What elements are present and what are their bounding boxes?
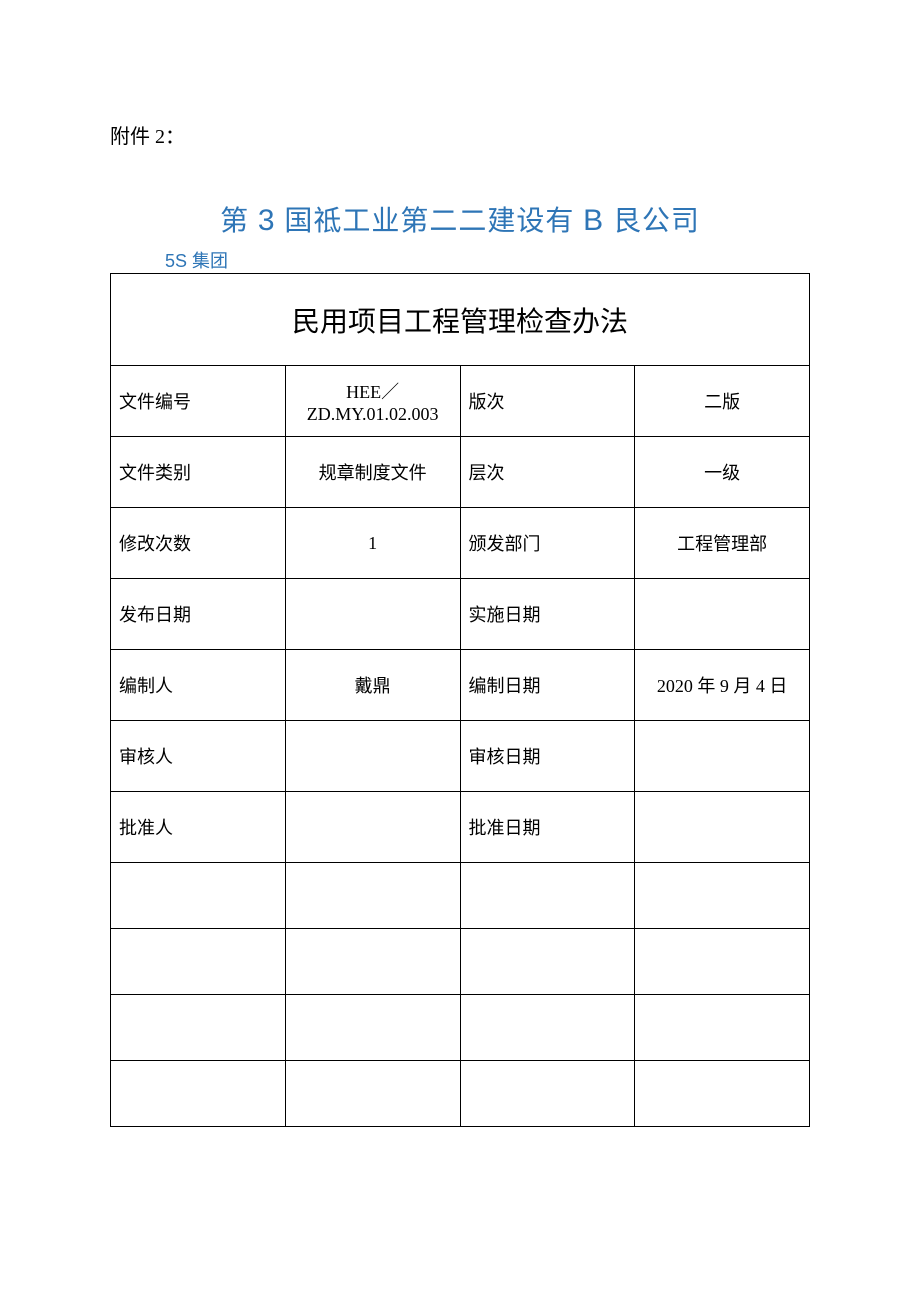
table-row: 审核人 审核日期 bbox=[111, 721, 810, 792]
table-row: 修改次数 1 颁发部门 工程管理部 bbox=[111, 508, 810, 579]
cell-label: 实施日期 bbox=[460, 579, 635, 650]
cell-label: 编制人 bbox=[111, 650, 286, 721]
table-title-cell: 民用项目工程管理检查办法 bbox=[111, 274, 810, 366]
cell-empty bbox=[635, 929, 810, 995]
cell-empty bbox=[635, 1061, 810, 1127]
cell-value: 2020 年 9 月 4 日 bbox=[635, 650, 810, 721]
cell-empty bbox=[285, 995, 460, 1061]
table-empty-row bbox=[111, 995, 810, 1061]
cell-label: 编制日期 bbox=[460, 650, 635, 721]
cell-value: 戴鼎 bbox=[285, 650, 460, 721]
table-row: 发布日期 实施日期 bbox=[111, 579, 810, 650]
cell-value: HEE／ZD.MY.01.02.003 bbox=[285, 366, 460, 437]
cell-empty bbox=[111, 863, 286, 929]
cell-value bbox=[635, 579, 810, 650]
attachment-label: 附件 2： bbox=[110, 120, 810, 149]
cell-label: 文件类别 bbox=[111, 437, 286, 508]
table-empty-row bbox=[111, 863, 810, 929]
cell-value bbox=[285, 579, 460, 650]
cell-label: 发布日期 bbox=[111, 579, 286, 650]
cell-value bbox=[285, 792, 460, 863]
table-empty-row bbox=[111, 929, 810, 995]
company-title-p4: B bbox=[583, 204, 604, 237]
cell-empty bbox=[285, 929, 460, 995]
cell-value bbox=[635, 792, 810, 863]
cell-empty bbox=[285, 1061, 460, 1127]
cell-empty bbox=[635, 995, 810, 1061]
cell-empty bbox=[460, 995, 635, 1061]
cell-value: 1 bbox=[285, 508, 460, 579]
table-row: 批准人 批准日期 bbox=[111, 792, 810, 863]
cell-value: 一级 bbox=[635, 437, 810, 508]
cell-label: 文件编号 bbox=[111, 366, 286, 437]
cell-value bbox=[635, 721, 810, 792]
cell-empty bbox=[111, 929, 286, 995]
cell-empty bbox=[285, 863, 460, 929]
cell-value: 二版 bbox=[635, 366, 810, 437]
cell-label: 版次 bbox=[460, 366, 635, 437]
cell-empty bbox=[460, 1061, 635, 1127]
cell-label: 批准人 bbox=[111, 792, 286, 863]
cell-label: 审核日期 bbox=[460, 721, 635, 792]
table-row: 编制人 戴鼎 编制日期 2020 年 9 月 4 日 bbox=[111, 650, 810, 721]
cell-empty bbox=[111, 995, 286, 1061]
table-empty-row bbox=[111, 1061, 810, 1127]
cell-empty bbox=[460, 929, 635, 995]
cell-empty bbox=[111, 1061, 286, 1127]
cell-empty bbox=[460, 863, 635, 929]
cell-label: 修改次数 bbox=[111, 508, 286, 579]
document-info-table: 民用项目工程管理检查办法 文件编号 HEE／ZD.MY.01.02.003 版次… bbox=[110, 273, 810, 1127]
table-row: 文件类别 规章制度文件 层次 一级 bbox=[111, 437, 810, 508]
company-title-p3: 国祗工业第二二建设有 bbox=[276, 205, 584, 236]
cell-value: 工程管理部 bbox=[635, 508, 810, 579]
cell-label: 审核人 bbox=[111, 721, 286, 792]
cell-empty bbox=[635, 863, 810, 929]
subtitle-group: 5S 集团 bbox=[165, 247, 810, 273]
cell-value bbox=[285, 721, 460, 792]
company-title: 第 3 国祗工业第二二建设有 B 艮公司 bbox=[110, 199, 810, 239]
table-title-row: 民用项目工程管理检查办法 bbox=[111, 274, 810, 366]
company-title-p1: 第 bbox=[220, 205, 258, 236]
cell-label: 层次 bbox=[460, 437, 635, 508]
company-title-p5: 艮公司 bbox=[604, 205, 700, 236]
cell-label: 颁发部门 bbox=[460, 508, 635, 579]
cell-value: 规章制度文件 bbox=[285, 437, 460, 508]
cell-label: 批准日期 bbox=[460, 792, 635, 863]
table-row: 文件编号 HEE／ZD.MY.01.02.003 版次 二版 bbox=[111, 366, 810, 437]
company-title-p2: 3 bbox=[258, 204, 276, 237]
